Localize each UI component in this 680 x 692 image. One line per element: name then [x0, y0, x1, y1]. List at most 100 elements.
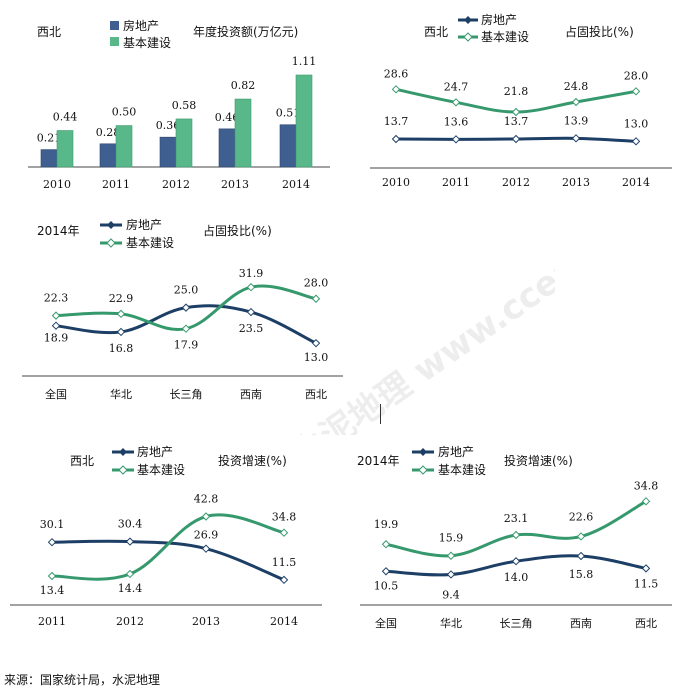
data-label-infra: 24.8	[564, 80, 589, 93]
data-label-realestate: 18.9	[44, 332, 69, 345]
data-label-realestate: 13.9	[564, 114, 589, 127]
data-label-infra: 14.4	[118, 582, 143, 595]
x-tick-label: 2013	[562, 176, 590, 189]
point-infra	[446, 551, 456, 560]
chart-title: 占固投比(%)	[565, 24, 634, 39]
x-tick-label: 2014	[622, 176, 650, 189]
point-infra	[391, 85, 401, 94]
region-label: 2014年	[357, 454, 400, 468]
point-infra	[201, 512, 211, 521]
legend-marker-infra	[418, 465, 428, 475]
data-label-infra: 23.1	[504, 512, 529, 525]
data-label-realestate: 30.1	[40, 518, 65, 531]
x-tick-label: 全国	[45, 387, 67, 401]
region-label: 西北	[424, 25, 448, 39]
data-label-realestate: 13.7	[384, 115, 409, 128]
series-line-realestate	[50, 539, 286, 582]
x-tick-label: 华北	[440, 616, 462, 630]
data-label-infra: 22.6	[569, 510, 594, 523]
x-tick-label: 2012	[502, 176, 530, 189]
source-note: 来源：国家统计局，水泥地理	[4, 673, 161, 687]
point-realestate	[125, 537, 135, 546]
data-label-infra: 22.9	[109, 292, 134, 305]
data-label-infra: 19.9	[374, 518, 399, 531]
x-tick-label: 2010	[382, 176, 410, 189]
x-tick-label: 2011	[38, 615, 66, 628]
legend-label-realestate: 房地产	[123, 18, 159, 33]
data-label-infra: 0.82	[231, 79, 256, 92]
data-label-realestate: 11.5	[634, 577, 659, 590]
point-realestate	[246, 307, 256, 317]
chart-annual-investment: 西北 房地产 基本建设 年度投资额(万亿元) 2010 2011 2012 2013 2…	[28, 18, 330, 191]
x-tick-label: 长三角	[500, 617, 533, 630]
watermark-text: 水泥地理 www.ccement.cn	[285, 245, 555, 435]
point-realestate	[571, 134, 581, 143]
point-infra	[246, 282, 256, 292]
point-infra	[631, 87, 641, 96]
legend-label-realestate: 房地产	[126, 217, 162, 232]
point-realestate	[576, 551, 586, 561]
bar-realestate	[99, 143, 117, 168]
data-label-infra: 42.8	[194, 493, 219, 506]
chart-title: 占固投比(%)	[203, 223, 272, 238]
legend-label-realestate: 房地产	[438, 444, 474, 459]
data-label-infra: 28.0	[624, 69, 649, 82]
chart-share-2014: 2014年 房地产 基本建设 占固投比(%) 全国 华北 长三角 西南 西北 18.9 16…	[22, 217, 343, 401]
data-label-infra: 15.9	[439, 532, 464, 545]
region-label: 2014年	[37, 224, 80, 238]
point-infra	[511, 107, 521, 117]
x-tick-label: 西北	[635, 617, 657, 630]
x-tick-label: 2011	[102, 178, 130, 191]
legend-label-infra: 基本建设	[137, 463, 185, 477]
point-infra	[641, 497, 651, 506]
point-infra	[311, 294, 321, 303]
bar-infra	[234, 98, 252, 168]
point-realestate	[181, 303, 191, 312]
series-line-infra	[50, 513, 286, 581]
data-label-realestate: 14.0	[504, 571, 529, 584]
point-infra	[47, 571, 57, 581]
legend-swatch-realestate	[110, 21, 119, 30]
x-tick-label: 长三角	[170, 388, 203, 401]
data-label-realestate: 0.51	[276, 107, 301, 120]
data-label-realestate: 16.8	[109, 342, 134, 355]
point-realestate	[631, 137, 641, 146]
data-label-infra: 24.7	[444, 80, 469, 93]
legend-label-infra: 基本建设	[438, 463, 486, 477]
chart-growth-nw: 西北 房地产 基本建设 投资增速(%) 2011 2012 2013 2014 30.1…	[10, 444, 322, 628]
data-label-realestate: 10.5	[374, 579, 399, 592]
legend-marker-realestate	[119, 448, 127, 456]
legend-marker-realestate	[464, 16, 472, 24]
bar-infra	[295, 74, 313, 168]
data-label-infra: 34.8	[634, 479, 659, 492]
x-tick-label: 西南	[570, 617, 592, 630]
point-infra	[451, 98, 461, 107]
data-label-infra: 34.8	[272, 511, 297, 524]
data-label-realestate: 30.4	[118, 518, 143, 531]
data-label-realestate: 25.0	[174, 284, 199, 297]
legend-marker-infra	[118, 465, 128, 475]
data-label-realestate: 0.46	[215, 111, 240, 124]
chart-title: 投资增速(%)	[218, 453, 287, 468]
point-realestate	[446, 570, 456, 579]
data-label-realestate: 13.0	[304, 351, 329, 364]
legend-marker-realestate	[419, 448, 427, 456]
data-label-infra: 1.11	[292, 55, 317, 68]
series-line-infra	[384, 499, 648, 558]
legend-label-realestate: 房地产	[481, 12, 517, 27]
data-label-infra: 0.58	[172, 99, 197, 112]
legend-label-infra: 基本建设	[481, 30, 529, 44]
x-tick-label: 华北	[110, 387, 132, 401]
point-infra	[116, 309, 126, 319]
legend-label-realestate: 房地产	[137, 444, 173, 459]
divider-mark	[380, 404, 381, 424]
data-label-infra: 28.0	[304, 277, 329, 290]
point-realestate	[381, 567, 391, 576]
point-realestate	[47, 537, 57, 547]
bar-realestate	[218, 128, 236, 168]
legend-label-infra: 基本建设	[123, 36, 171, 50]
region-label: 西北	[37, 25, 61, 39]
data-label-realestate: 26.9	[194, 529, 219, 542]
data-label-infra: 0.50	[112, 106, 137, 119]
legend-marker-infra	[106, 238, 116, 248]
